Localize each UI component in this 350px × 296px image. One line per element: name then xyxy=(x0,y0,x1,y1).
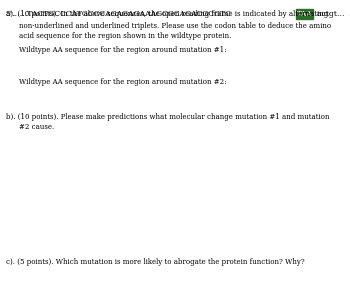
Text: Wildtype AA sequence for the region around mutation #1:: Wildtype AA sequence for the region arou… xyxy=(19,46,227,54)
Text: acid sequence for the region shown in the wildtype protein.: acid sequence for the region shown in th… xyxy=(19,32,232,40)
Text: c). (5 points). Which mutation is more likely to abrogate the protein function? : c). (5 points). Which mutation is more l… xyxy=(6,258,305,266)
Text: non-underlined and underlined triplets. Please use the codon table to deduce the: non-underlined and underlined triplets. … xyxy=(19,22,331,30)
Text: TAA: TAA xyxy=(296,10,312,18)
Text: 5'……TACTGCCCATGCCCAGAGAGAAAGCGCAGACGCGTC: 5'……TACTGCCCATGCCCAGAGAGAAAGCGCAGACGCGTC xyxy=(5,10,231,18)
Text: a). (10 points). In the above sequences, the open reading frame is indicated by : a). (10 points). In the above sequences,… xyxy=(6,10,329,18)
Text: #2 cause.: #2 cause. xyxy=(19,123,55,131)
Text: actgt…  3': actgt… 3' xyxy=(317,10,350,18)
Text: b). (10 points). Please make predictions what molecular change mutation #1 and m: b). (10 points). Please make predictions… xyxy=(6,113,330,121)
Text: Wildtype AA sequence for the region around mutation #2:: Wildtype AA sequence for the region arou… xyxy=(19,78,227,86)
